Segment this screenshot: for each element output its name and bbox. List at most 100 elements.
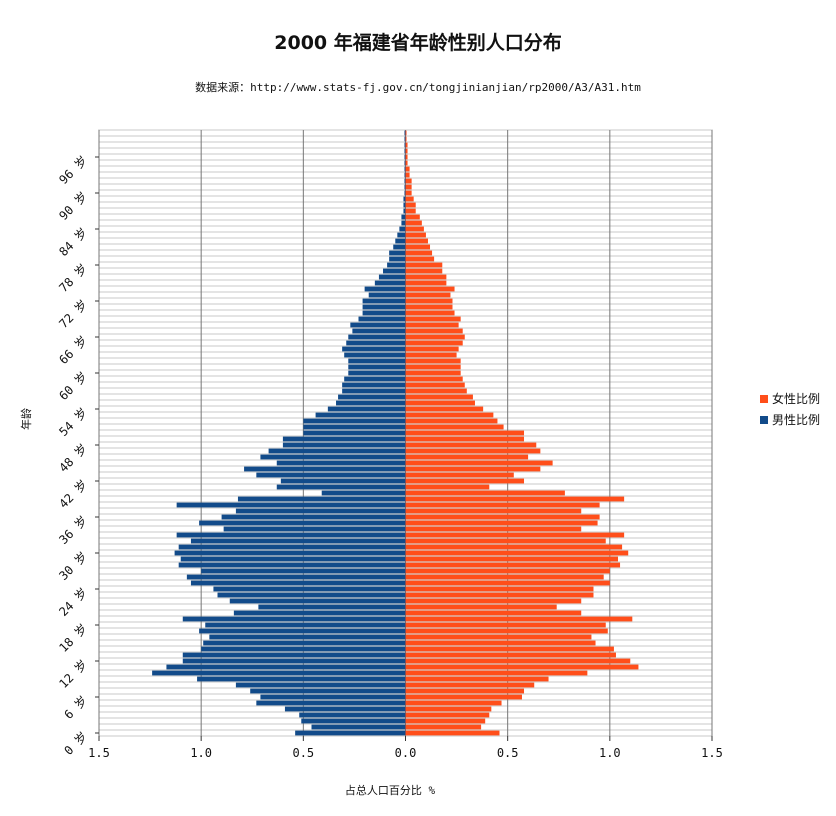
female-bar [405,496,625,502]
female-bar [405,502,600,508]
y-axis-label: 年龄 [20,408,33,430]
male-bar [404,178,406,184]
female-bar [405,706,492,712]
male-bar [387,262,406,268]
male-bar [397,232,406,238]
female-bar [405,154,408,160]
male-bar [393,244,406,250]
female-bar [405,718,486,724]
female-bar [405,214,420,220]
female-bar [405,262,443,268]
x-tick-label: 0.5 [292,746,314,760]
male-bar [311,724,406,730]
female-bar [405,520,598,526]
female-bar [405,634,592,640]
female-bar [405,376,463,382]
male-bar [336,400,406,406]
female-bar [405,160,408,166]
male-bar [174,550,406,556]
female-bar [405,640,596,646]
female-bar [405,226,424,232]
female-bar [405,304,453,310]
female-bar [405,610,582,616]
y-tick-label: 90 岁 [56,189,90,223]
female-bar [405,424,504,430]
legend-item-female: 女性比例 [760,390,820,407]
female-bar [405,466,541,472]
female-bar [405,478,525,484]
female-bar [405,238,428,244]
male-bar [404,166,406,172]
male-bar [237,496,406,502]
y-tick-label: 60 岁 [56,369,90,403]
male-bar [190,538,406,544]
male-bar [203,640,406,646]
female-bar [405,556,619,562]
male-bar [342,382,406,388]
female-bar [405,256,435,262]
x-tick-label: 0.5 [497,746,519,760]
male-bar [374,280,406,286]
female-bar [405,568,610,574]
male-bar [180,556,406,562]
male-bar [389,250,406,256]
male-bar [186,574,406,580]
male-bar [404,184,406,190]
male-bar [378,274,406,280]
legend-item-male: 男性比例 [760,411,820,428]
female-bar [405,268,443,274]
male-bar [268,448,406,454]
y-tick-label: 96 岁 [56,153,90,187]
x-tick-label: 1.5 [88,746,110,760]
female-bar [405,130,407,136]
y-tick-label: 18 岁 [56,621,90,655]
female-bar [405,544,623,550]
female-bar [405,358,461,364]
male-bar [362,298,406,304]
male-bar [244,466,406,472]
female-bar [405,352,457,358]
female-bar [405,208,416,214]
male-bar [404,172,406,178]
female-bar [405,622,606,628]
male-bar [342,388,406,394]
female-bar [405,490,565,496]
male-bar [395,238,406,244]
x-tick-label: 1.0 [599,746,621,760]
female-bar [405,370,461,376]
male-bar [182,616,406,622]
chart-title: 2000 年福建省年龄性别人口分布 [274,32,562,54]
female-bar [405,190,412,196]
female-bar [405,574,604,580]
male-bar [233,610,406,616]
female-bar [405,700,502,706]
female-bar [405,646,614,652]
male-bar [401,220,406,226]
female-bar [405,514,600,520]
female-bar [405,664,639,670]
male-bar [404,136,406,142]
female-bar [405,484,490,490]
male-bar [256,472,406,478]
male-bar [362,304,406,310]
male-bar [178,562,406,568]
female-bar [405,604,557,610]
male-bar [301,718,406,724]
female-bar [405,532,625,538]
female-bar [405,172,410,178]
y-tick-label: 78 岁 [56,261,90,295]
female-bar [405,166,410,172]
male-bar [176,502,406,508]
male-bar [223,526,406,532]
male-bar [205,622,406,628]
female-bar [405,616,633,622]
y-tick-label: 54 岁 [56,405,90,439]
male-bar [364,286,406,292]
male-bar [404,160,406,166]
y-tick-label: 36 岁 [56,513,90,547]
female-bar [405,712,490,718]
female-bar [405,244,431,250]
female-bar [405,334,465,340]
male-bar [403,208,406,214]
male-bar [235,682,406,688]
